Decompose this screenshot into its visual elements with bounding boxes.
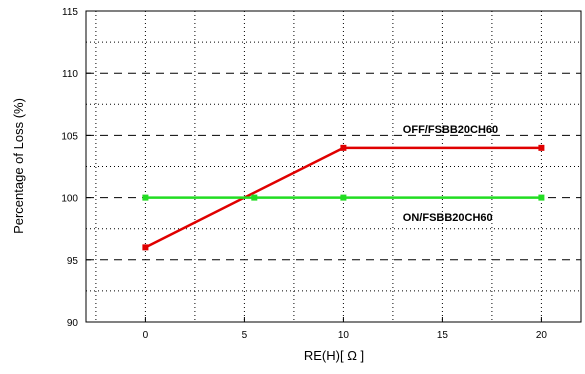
x-tick-label: 0 (143, 330, 149, 341)
data-point (142, 244, 148, 250)
x-axis-label: RE(H)[ Ω ] (304, 348, 364, 363)
x-tick-label: 10 (338, 330, 350, 341)
y-tick-label: 95 (67, 256, 79, 267)
data-point (142, 195, 148, 201)
data-point (340, 195, 346, 201)
data-point (538, 145, 544, 151)
y-tick-label: 110 (62, 69, 78, 80)
series-annotation: OFF/FSBB20CH60 (403, 124, 498, 136)
y-tick-label: 100 (61, 194, 78, 205)
data-point (538, 195, 544, 201)
y-tick-label: 115 (62, 7, 78, 18)
data-point (251, 195, 257, 201)
x-tick-label: 20 (536, 330, 548, 341)
x-tick-label: 5 (242, 330, 248, 341)
data-point (340, 145, 346, 151)
x-tick-label: 15 (437, 330, 449, 341)
series-annotation: ON/FSBB20CH60 (403, 212, 493, 224)
y-tick-label: 105 (61, 131, 78, 142)
y-axis-label: Percentage of Loss (%) (11, 98, 26, 234)
y-tick-label: 90 (67, 318, 79, 329)
